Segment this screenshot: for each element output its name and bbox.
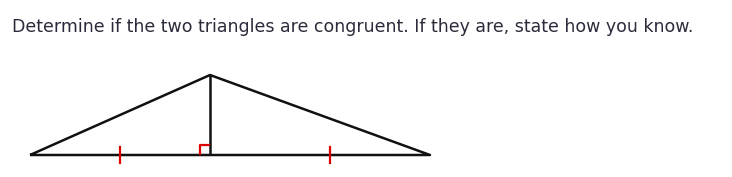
Text: Determine if the two triangles are congruent. If they are, state how you know.: Determine if the two triangles are congr… — [12, 18, 693, 36]
